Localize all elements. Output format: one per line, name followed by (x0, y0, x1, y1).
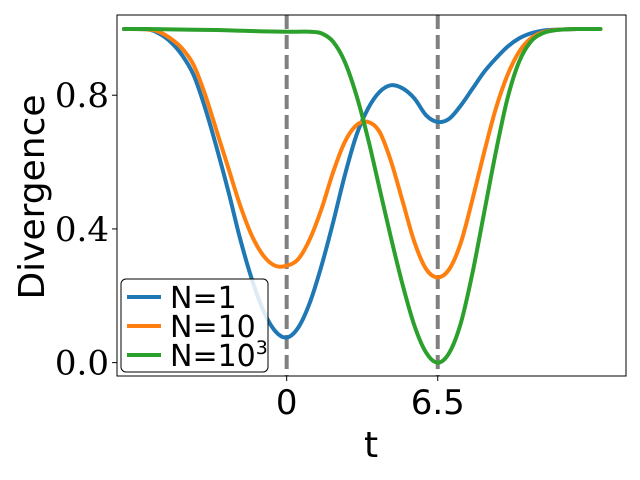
legend: N=1N=10N=103 (120, 278, 269, 374)
plot-area (116, 14, 627, 377)
series-line-3 (121, 27, 603, 365)
legend-box (120, 278, 269, 373)
legend-label: N=103 (170, 337, 268, 374)
y-tick-label: 0.8 (55, 76, 109, 116)
series-lines (121, 26, 603, 365)
series-line-2 (121, 27, 603, 280)
x-axis-ticks: 0 6.5 (276, 376, 465, 423)
reference-lines (284, 15, 440, 376)
y-tick-label: 0.4 (55, 210, 109, 250)
legend-label: N=1 (170, 281, 237, 316)
legend-label: N=10 (170, 310, 256, 345)
y-tick-label: 0.0 (55, 344, 109, 384)
y-axis-ticks: 0.0 0.4 0.8 (55, 76, 117, 384)
x-tick-label: 0 (276, 383, 298, 423)
x-axis-label: t (364, 425, 378, 466)
y-axis-label: Divergence (12, 94, 53, 299)
plot-frame (116, 14, 627, 377)
legend-items: N=1N=10N=103 (127, 281, 268, 374)
x-tick-label: 6.5 (411, 383, 465, 423)
